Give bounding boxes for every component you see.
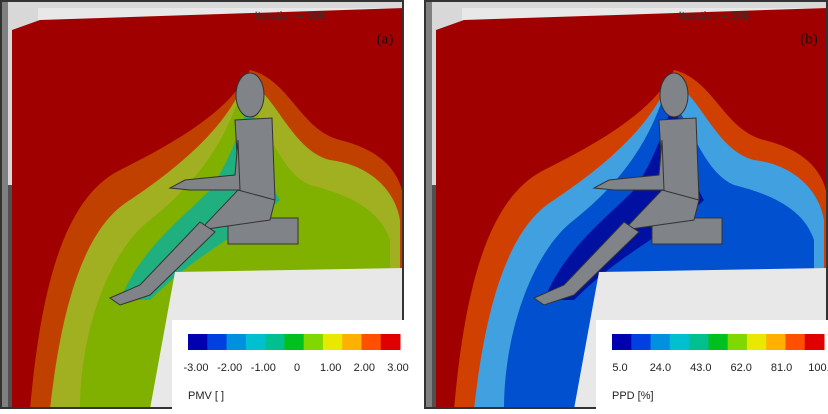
colorbar-swatch (284, 334, 305, 350)
colorbar-swatch (689, 334, 709, 350)
panel-label: (a) (377, 31, 394, 47)
colorbar-swatch (766, 334, 786, 350)
colorbar-swatch (380, 334, 401, 350)
colorbar-swatch (245, 334, 266, 350)
colorbar-swatch (650, 334, 671, 350)
panel: Iteration = 308 (b) 5.0 24.0 43.0 62.0 81.0 100… (424, 0, 828, 409)
colorbar-swatch (207, 334, 228, 350)
panel: Iteration = 308 (a) -3.00 -2.00 -1.00 0 1.00 2.… (0, 0, 409, 409)
colorbar-tick-label: 2.00 (354, 362, 375, 374)
arm (168, 139, 241, 191)
colorbar-swatch (612, 334, 632, 350)
leg (532, 221, 640, 306)
colorbar-tick-label: 43.0 (690, 362, 711, 374)
colorbar-tick-label: 24.0 (650, 362, 671, 374)
colorbar-swatch (226, 334, 247, 350)
colorbar-swatch (322, 334, 343, 350)
colorbar-swatch (342, 334, 362, 350)
colorbar-tick-label: 100.0 (808, 362, 828, 374)
iteration-label: Iteration = 308 (679, 10, 750, 22)
thigh (198, 189, 276, 231)
colorbar-tick-label: 3.00 (387, 362, 408, 374)
colorbar-tick-label: 1.00 (320, 362, 341, 374)
colorbar-tick-label: 0 (294, 362, 300, 374)
panel-label: (b) (800, 31, 818, 47)
colorbar-tick-label: 5.0 (612, 362, 627, 374)
colorbar-title: PMV [ ] (188, 390, 224, 402)
colorbar-swatch (631, 334, 652, 350)
colorbar-swatch (785, 334, 806, 350)
colorbar-tick-label: -2.00 (217, 362, 242, 374)
arm (592, 139, 665, 191)
colorbar-swatch (669, 334, 690, 350)
left-edge (0, 0, 8, 409)
left-edge (424, 0, 432, 409)
colorbar-swatch (727, 334, 748, 350)
iteration-label: Iteration = 308 (255, 10, 326, 22)
head (235, 72, 265, 118)
colorbar-swatch (265, 334, 285, 350)
colorbar-tick-label: -1.00 (251, 362, 276, 374)
colorbar-swatch (188, 334, 208, 350)
colorbar-swatch (708, 334, 729, 350)
colorbar-swatch (361, 334, 382, 350)
colorbar-tick-label: -3.00 (183, 362, 208, 374)
colorbar-swatch (303, 334, 324, 350)
colorbar-swatch (804, 334, 825, 350)
colorbar-tick-label: 81.0 (771, 362, 792, 374)
thigh (622, 189, 700, 231)
leg (108, 221, 216, 306)
head (659, 72, 689, 118)
colorbar-title: PPD [%] (612, 390, 654, 402)
colorbar-swatch (746, 334, 767, 350)
colorbar-tick-label: 62.0 (730, 362, 751, 374)
